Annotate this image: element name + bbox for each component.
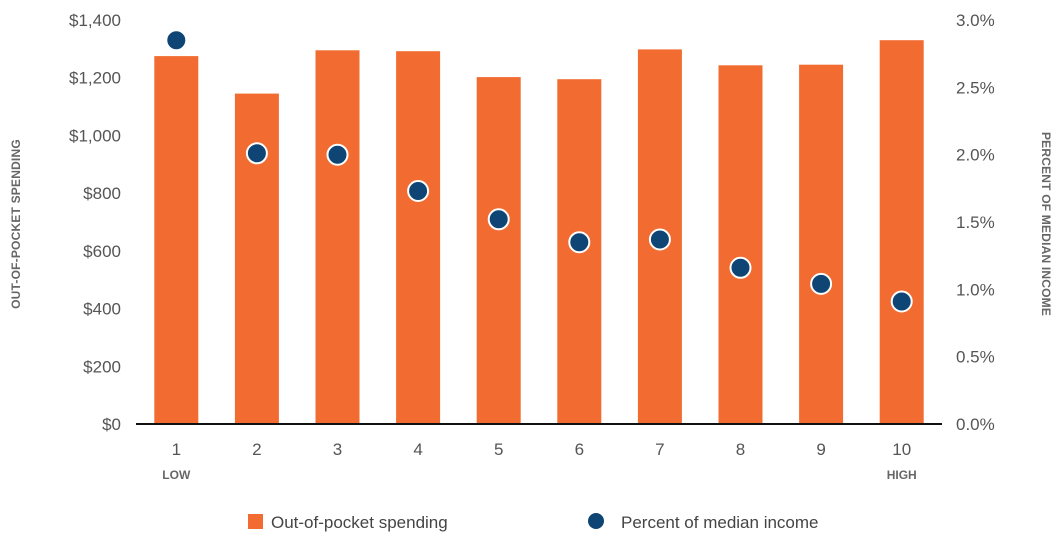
bar-8 [718,65,763,425]
left-tick-label: $1,400 [69,11,121,30]
bar-9 [799,64,844,424]
bar-4 [396,51,441,424]
right-tick-label: 0.0% [956,415,995,434]
bar-1 [154,56,199,424]
left-tick-label: $0 [102,415,121,434]
bar-5 [476,77,521,424]
point-1 [165,29,188,52]
x-tick-label: 8 [736,440,745,459]
point-7 [648,228,671,251]
point-4 [407,180,430,202]
point-3 [326,143,349,166]
point-10 [890,290,913,313]
left-tick-label: $800 [83,184,121,203]
bar-10 [879,40,924,424]
x-tick-label: 1 [172,440,181,459]
left-axis-ticks: $0 $200 $400 $600 $800 $1,000 $1,200 $1,400 [69,11,121,434]
x-tick-label: 7 [655,440,664,459]
left-tick-label: $400 [83,300,121,319]
legend-swatch-point [588,513,604,529]
x-tick-label: 10 [892,440,911,459]
x-sublabel-high: HIGH [887,468,917,482]
x-tick-label: 2 [252,440,261,459]
legend-label-bar: Out-of-pocket spending [271,513,448,532]
points-layer [165,29,913,313]
right-tick-label: 2.5% [956,78,995,97]
right-tick-label: 1.0% [956,280,995,299]
bars-layer [154,40,924,425]
point-6 [568,231,591,254]
right-axis-label: PERCENT OF MEDIAN INCOME [1039,132,1053,316]
point-2 [245,142,268,165]
legend: Out-of-pocket spending Percent of median… [248,513,819,532]
right-tick-label: 3.0% [956,11,995,30]
right-tick-label: 2.0% [956,146,995,165]
left-tick-label: $1,000 [69,126,121,145]
point-9 [810,272,833,295]
left-tick-label: $600 [83,242,121,261]
legend-swatch-bar [248,514,263,529]
point-8 [729,256,752,279]
left-axis-label: OUT-OF-POCKET SPENDING [9,139,23,309]
x-tick-label: 4 [413,440,422,459]
x-tick-label: 3 [333,440,342,459]
left-tick-label: $1,200 [69,69,121,88]
x-sublabel-low: LOW [162,468,191,482]
point-5 [487,208,510,231]
bar-3 [315,50,360,425]
x-tick-label: 6 [575,440,584,459]
right-tick-label: 0.5% [956,348,995,367]
legend-label-point: Percent of median income [621,513,819,532]
left-tick-label: $200 [83,357,121,376]
x-tick-label: 9 [816,440,825,459]
x-axis-ticks: 1 2 3 4 5 6 7 8 9 10 LOW HIGH [162,440,916,482]
right-tick-label: 1.5% [956,213,995,232]
right-axis-ticks: 0.0% 0.5% 1.0% 1.5% 2.0% 2.5% 3.0% [956,11,995,434]
x-tick-label: 5 [494,440,503,459]
